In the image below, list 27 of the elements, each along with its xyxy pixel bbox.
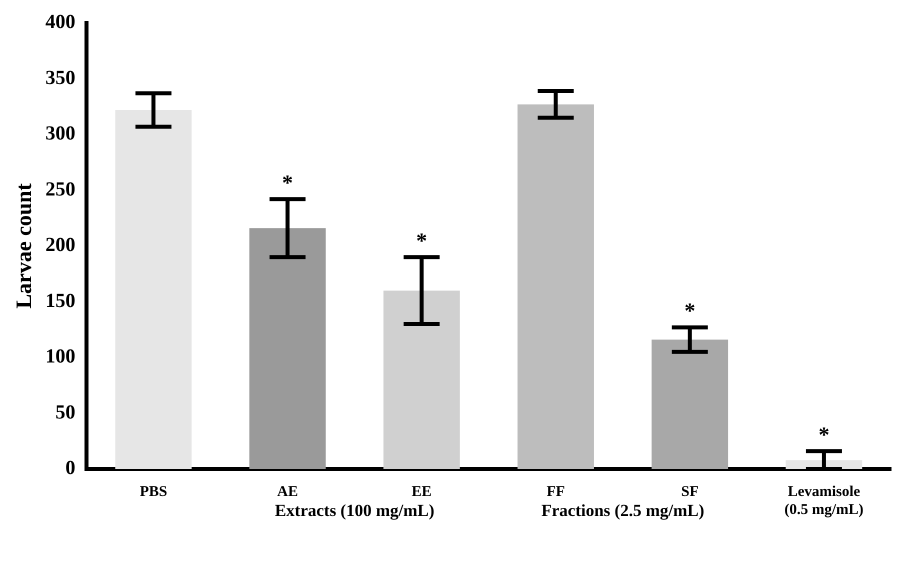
y-tick-label: 400 xyxy=(45,11,76,34)
text: Fractions (2.5 mg/mL) xyxy=(541,500,704,520)
y-tick-label: 100 xyxy=(45,346,76,368)
y-tick-label: 0 xyxy=(65,457,76,480)
x-tick-label: FF xyxy=(546,484,565,500)
x-tick-label: SF xyxy=(681,484,699,500)
annotation: * xyxy=(684,298,696,324)
bar xyxy=(115,110,192,469)
bar xyxy=(383,290,460,469)
y-axis-title: Larvae count xyxy=(10,182,36,309)
y-tick-label: 300 xyxy=(45,122,76,145)
y-tick-label: 50 xyxy=(55,401,76,424)
y-tick-label: 350 xyxy=(45,66,76,89)
annotation: * xyxy=(818,422,830,447)
bar xyxy=(249,228,326,469)
x-tick-label: EE xyxy=(412,484,432,500)
y-tick-label: 150 xyxy=(45,290,76,312)
text: Extracts (100 mg/mL) xyxy=(274,500,434,520)
y-tick-label: 250 xyxy=(45,178,76,200)
annotation: * xyxy=(282,170,294,195)
bar xyxy=(518,104,594,469)
annotation: * xyxy=(416,228,428,253)
x-tick-label: PBS xyxy=(140,484,168,500)
x-tick-label: Levamisole (0.5 mg/mL) xyxy=(784,484,864,518)
bar xyxy=(652,340,728,469)
y-tick-label: 200 xyxy=(45,234,76,256)
x-tick-label: AE xyxy=(277,484,298,500)
